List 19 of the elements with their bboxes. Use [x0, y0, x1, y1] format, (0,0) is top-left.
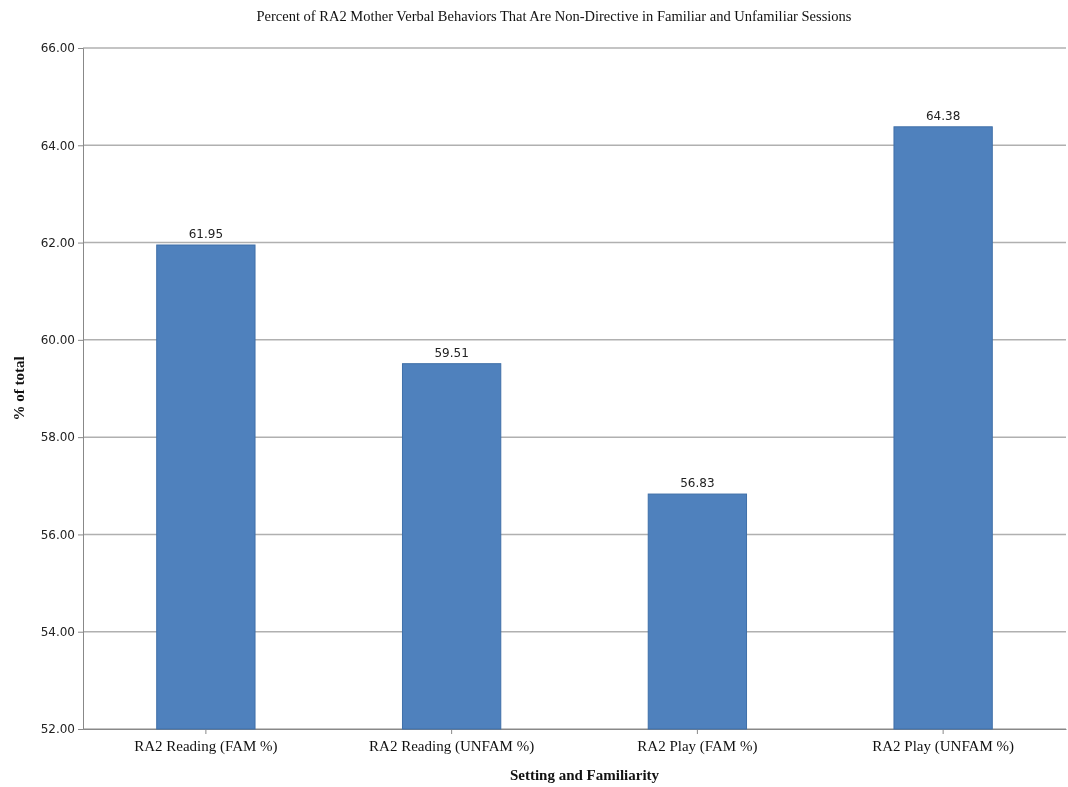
- x-tick-label: RA2 Reading (FAM %): [134, 737, 278, 755]
- x-tick-label: RA2 Reading (UNFAM %): [369, 737, 535, 755]
- data-label: 61.95: [188, 227, 224, 241]
- y-axis-title: % of total: [11, 356, 27, 421]
- data-label: 56.83: [680, 476, 715, 491]
- y-tick-label: 52.00: [40, 722, 75, 737]
- y-tick-label: 56.00: [40, 527, 75, 542]
- y-tick-label: 60.00: [40, 333, 75, 348]
- x-tick-label: RA2 Play (UNFAM %): [872, 737, 1015, 755]
- data-label: 59.51: [434, 345, 469, 360]
- y-tick-label: 66.00: [40, 41, 75, 56]
- y-tick-label: 58.00: [40, 430, 75, 445]
- data-label: 64.38: [925, 108, 961, 123]
- chart-title: Percent of RA2 Mother Verbal Behaviors That Are Non-Directive in Familiar and Unfamiliar Sessions: [256, 8, 852, 24]
- y-tick-label: 62.00: [40, 235, 75, 250]
- x-tick-label: RA2 Play (FAM %): [637, 737, 758, 755]
- y-tick-label: 64.00: [40, 138, 75, 153]
- y-tick-label: 54.00: [40, 625, 75, 640]
- x-axis-title: Setting and Familiarity: [509, 767, 660, 783]
